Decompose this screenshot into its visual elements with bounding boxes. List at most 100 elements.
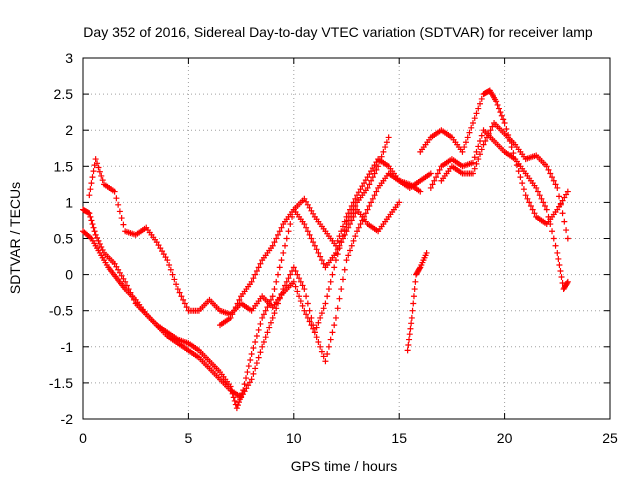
data-point [559,210,566,217]
data-point [338,228,345,235]
data-point [410,300,417,307]
data-point [308,235,315,242]
data-point [285,275,292,282]
data-point [89,221,96,228]
data-point [278,224,285,231]
data-point [118,215,125,222]
data-point [515,168,522,175]
data-point [385,134,392,141]
data-point [429,181,436,188]
data-point [540,199,547,206]
data-point [303,198,310,205]
data-point [345,252,352,259]
data-point [416,265,423,272]
data-point [533,184,540,191]
data-point [89,174,96,181]
series-sat-h [438,119,571,242]
data-point [545,166,552,173]
data-point [427,170,434,177]
data-point [255,264,262,271]
data-point [339,235,346,242]
data-point [253,332,260,339]
data-point [366,181,373,188]
data-point [517,174,524,181]
data-point [355,224,362,231]
y-tick-label: -2 [61,411,74,427]
data-point [85,209,92,216]
data-point [489,123,496,130]
data-point [373,159,380,166]
data-point [99,177,106,184]
data-point [247,357,254,364]
data-point [408,320,415,327]
data-point [556,261,563,268]
data-point [234,300,241,307]
data-point [294,271,301,278]
data-point [564,278,571,285]
data-point [271,286,278,293]
data-point [352,210,359,217]
data-point [115,266,122,273]
data-point [266,324,273,331]
data-point [536,192,543,199]
data-point [98,172,105,179]
data-point [368,168,375,175]
data-point [331,322,338,329]
data-point [301,307,308,314]
data-point [299,282,306,289]
data-point [262,334,269,341]
data-point [234,402,241,409]
data-point [478,146,485,153]
data-point [348,217,355,224]
data-point [238,394,245,401]
data-point [311,329,318,336]
data-point [269,314,276,321]
data-point [556,193,563,200]
data-point [116,269,123,276]
data-point [88,217,95,224]
data-point [269,293,276,300]
data-point [361,180,368,187]
data-point [482,138,489,145]
data-point [94,234,101,241]
data-point [297,278,304,285]
data-point [246,379,253,386]
data-point [122,278,129,285]
data-point [487,127,494,134]
data-point [282,242,289,249]
data-point [174,286,181,293]
data-point [552,181,559,188]
data-point [383,139,390,146]
data-point [471,115,478,122]
series-sat-e [404,249,430,354]
data-point [475,156,482,163]
data-point [550,177,557,184]
data-point [334,237,341,244]
data-point [369,165,376,172]
data-point [480,141,487,148]
y-tick-label: -0.5 [49,303,73,319]
data-point [431,177,438,184]
data-point [243,385,250,392]
series-sat-d [217,199,403,329]
data-point [96,168,103,175]
data-point [113,195,120,202]
data-point [250,275,257,282]
data-point [290,278,297,285]
data-point [554,249,561,256]
data-point [308,207,315,214]
data-point [276,264,283,271]
series-sat-b [80,170,424,401]
data-point [92,231,99,238]
data-point [320,353,327,360]
data-point [252,365,259,372]
data-point [364,174,371,181]
data-point [355,189,362,196]
data-point [257,349,264,356]
data-point [292,267,299,274]
data-point [519,180,526,187]
data-point [245,363,252,370]
data-point [339,276,346,283]
data-point [409,307,416,314]
x-tick-label: 15 [391,430,407,446]
